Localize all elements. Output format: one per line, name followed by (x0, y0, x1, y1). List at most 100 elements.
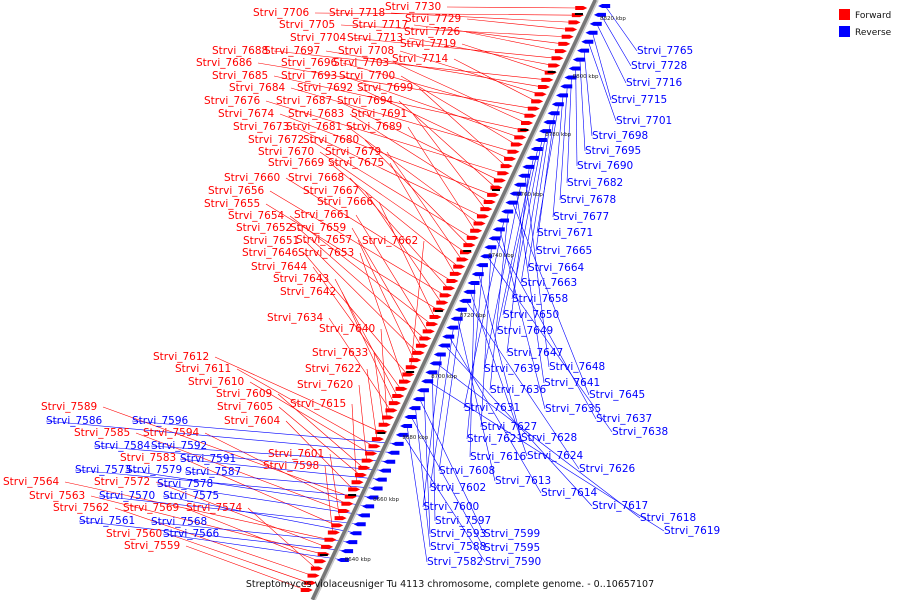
forward-gene-feature (307, 573, 320, 578)
reverse-gene-label: Strvi_7584 (94, 440, 151, 452)
forward-gene-feature (334, 516, 347, 521)
reverse-gene-label: Strvi_7635 (545, 403, 601, 415)
forward-gene-label: Strvi_7657 (296, 234, 352, 246)
reverse-gene-label: Strvi_7614 (541, 487, 598, 499)
forward-leader-line (461, 43, 550, 73)
reverse-leader-line (496, 157, 534, 332)
forward-leader-line (155, 481, 327, 548)
forward-gene-feature (314, 559, 327, 564)
reverse-gene-feature (518, 173, 531, 178)
forward-leader-line (380, 328, 388, 418)
forward-gene-label: Strvi_7653 (298, 247, 354, 259)
tick-label: 8720 kbp (460, 313, 486, 319)
reverse-gene-feature (572, 57, 585, 62)
forward-leader-line (351, 403, 357, 483)
tick-label: 8740 kbp (488, 253, 514, 259)
reverse-gene-feature (530, 146, 543, 151)
reverse-gene-label: Strvi_7599 (484, 528, 540, 540)
reverse-gene-feature (404, 415, 417, 420)
reverse-gene-label: Strvi_7566 (163, 528, 220, 540)
forward-gene-label: Strvi_7643 (273, 273, 329, 285)
reverse-gene-feature (484, 245, 497, 250)
reverse-gene-label: Strvi_7573 (75, 464, 131, 476)
forward-leader-line (466, 18, 571, 30)
forward-leader-line (329, 162, 459, 267)
reverse-gene-feature (450, 316, 463, 321)
forward-leader-line (342, 62, 530, 117)
forward-leader-line (412, 113, 486, 210)
reverse-leader-line (600, 14, 632, 67)
forward-gene-label: Strvi_7686 (196, 57, 253, 69)
reverse-gene-feature (467, 281, 480, 285)
forward-leader-line (394, 62, 527, 124)
forward-leader-line (319, 151, 466, 253)
forward-gene-feature (554, 49, 567, 54)
reverse-gene-label: Strvi_7570 (99, 490, 155, 502)
reverse-leader-line (486, 256, 613, 433)
forward-leader-line (358, 384, 368, 461)
forward-leader-line (290, 87, 513, 152)
forward-leader-line (373, 352, 384, 425)
forward-leader-line (413, 24, 564, 45)
forward-gene-feature (304, 580, 317, 585)
reverse-gene-feature (556, 93, 569, 98)
reverse-gene-label: Strvi_7587 (185, 466, 241, 478)
forward-gene-label: Strvi_7675 (328, 157, 384, 169)
forward-gene-label: Strvi_7604 (224, 415, 281, 427)
reverse-leader-line (535, 113, 555, 252)
reverse-gene-feature (501, 209, 514, 214)
reverse-gene-feature (374, 477, 387, 482)
forward-leader-line (278, 406, 361, 476)
forward-gene-feature (476, 214, 489, 219)
forward-gene-feature (534, 92, 547, 97)
reverse-leader-line (478, 273, 522, 439)
forward-gene-label: Strvi_7660 (224, 172, 280, 184)
reverse-gene-feature (585, 30, 598, 35)
reverse-leader-line (419, 399, 485, 535)
forward-gene-label: Strvi_7696 (281, 57, 338, 69)
reverse-leader-line (465, 300, 580, 470)
forward-gene-feature (300, 588, 313, 592)
forward-leader-line (366, 368, 378, 440)
forward-leader-line (364, 190, 442, 303)
reverse-gene-feature (475, 263, 488, 268)
forward-leader-line (277, 393, 364, 469)
forward-leader-line (114, 507, 313, 576)
forward-gene-feature (483, 200, 496, 204)
forward-gene-label: Strvi_7640 (319, 323, 375, 335)
forward-leader-line (378, 201, 435, 318)
forward-leader-line (389, 162, 456, 275)
forward-gene-feature (341, 501, 354, 506)
forward-gene-feature (463, 243, 476, 248)
reverse-gene-label: Strvi_7628 (521, 432, 577, 444)
forward-gene-label: Strvi_7669 (268, 157, 324, 169)
forward-gene-label: Strvi_7659 (290, 222, 346, 234)
forward-leader-line (364, 139, 469, 246)
forward-leader-line (342, 75, 520, 138)
backbone-highlight (314, 0, 599, 600)
forward-gene-label: Strvi_7689 (346, 121, 402, 133)
reverse-leader-line (402, 434, 486, 563)
reverse-leader-line (423, 390, 431, 535)
reverse-gene-label: Strvi_7582 (427, 556, 483, 568)
reverse-gene-feature (400, 423, 413, 428)
reverse-gene-feature (459, 298, 472, 303)
map-caption: Streptomyces violaceusniger Tu 4113 chro… (246, 579, 654, 590)
reverse-gene-label: Strvi_7677 (553, 211, 609, 223)
forward-leader-line (337, 100, 500, 181)
reverse-gene-label: Strvi_7637 (596, 413, 652, 425)
forward-gene-label: Strvi_7700 (339, 70, 395, 82)
forward-leader-line (410, 240, 425, 368)
forward-gene-label: Strvi_7708 (338, 45, 394, 57)
forward-leader-line (324, 465, 334, 533)
reverse-gene-label: Strvi_7619 (664, 525, 720, 537)
forward-gene-feature (548, 63, 561, 68)
forward-gene-label: Strvi_7612 (153, 351, 209, 363)
reverse-gene-feature (497, 218, 510, 223)
forward-gene-label: Strvi_7559 (124, 540, 180, 552)
reverse-gene-label: Strvi_7671 (537, 227, 593, 239)
reverse-gene-feature (543, 120, 556, 125)
reverse-leader-line (427, 381, 665, 532)
forward-gene-feature (361, 458, 374, 463)
forward-gene-label: Strvi_7594 (143, 427, 200, 439)
